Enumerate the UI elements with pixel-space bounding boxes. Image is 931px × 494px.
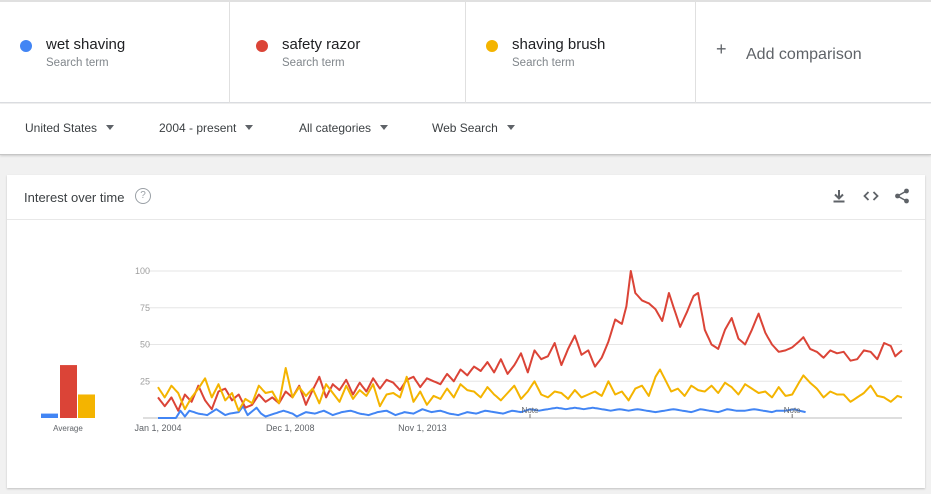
search-type-dropdown[interactable]: Web Search (432, 121, 515, 135)
x-tick-label: Jan 1, 2004 (134, 423, 181, 433)
x-tick-label: Dec 1, 2008 (266, 423, 315, 433)
average-bar (78, 394, 95, 418)
card-header: Interest over time ? (7, 175, 925, 220)
note-label: Note (522, 406, 539, 415)
y-tick-label: 75 (140, 303, 150, 313)
embed-icon[interactable] (861, 186, 881, 206)
term-color-dot (486, 40, 498, 52)
series-line (157, 270, 903, 412)
interest-chart: 25 50 75 100 Jan 1, 2004 Dec 1, 2008 Nov 1, 2… (41, 266, 903, 433)
filters-bar: United States 2004 - present All categor… (0, 104, 931, 155)
share-icon[interactable] (892, 186, 912, 206)
region-value: United States (25, 121, 98, 135)
category-dropdown[interactable]: All categories (299, 121, 389, 135)
help-icon[interactable]: ? (135, 188, 151, 204)
term-name[interactable]: wet shaving (46, 36, 126, 53)
x-tick-label: Nov 1, 2013 (398, 423, 447, 433)
y-tick-label: 25 (140, 376, 150, 386)
search-terms-bar: wet shaving Search term safety razor Sea… (0, 0, 931, 103)
plus-icon: + (716, 39, 727, 59)
chart-series-lines (157, 270, 903, 419)
time-range-value: 2004 - present (159, 121, 237, 135)
average-bar (60, 365, 77, 418)
term-color-dot (256, 40, 268, 52)
term-color-dot (20, 40, 32, 52)
average-bar (41, 413, 58, 418)
term-type: Search term (512, 57, 575, 69)
term-name[interactable]: shaving brush (512, 36, 606, 53)
term-wet-shaving[interactable]: wet shaving Search term (0, 2, 230, 103)
y-tick-label: 50 (140, 340, 150, 350)
caret-down-icon (506, 125, 515, 131)
caret-down-icon (380, 125, 389, 131)
search-type-value: Web Search (432, 121, 498, 135)
series-line (157, 367, 903, 412)
term-type: Search term (282, 57, 345, 69)
y-axis-ticks: 25 50 75 100 (135, 266, 150, 386)
note-label: Note (784, 406, 801, 415)
chart-notes: Note Note (522, 406, 801, 418)
caret-down-icon (245, 125, 254, 131)
interest-over-time-card: Interest over time ? 25 50 75 100 Jan 1, 20… (7, 175, 925, 488)
region-dropdown[interactable]: United States (25, 121, 115, 135)
x-axis-ticks: Jan 1, 2004 Dec 1, 2008 Nov 1, 2013 (134, 423, 446, 433)
download-icon[interactable] (829, 186, 849, 206)
term-safety-razor[interactable]: safety razor Search term (236, 2, 466, 103)
card-title: Interest over time (24, 190, 125, 205)
y-tick-label: 100 (135, 266, 150, 276)
time-range-dropdown[interactable]: 2004 - present (159, 121, 254, 135)
term-shaving-brush[interactable]: shaving brush Search term (466, 2, 696, 103)
caret-down-icon (106, 125, 115, 131)
average-label: Average (53, 424, 83, 433)
chart-gridlines (143, 270, 902, 419)
add-comparison-label: Add comparison (746, 46, 862, 63)
category-value: All categories (299, 121, 372, 135)
add-comparison-button[interactable]: + Add comparison (696, 2, 931, 103)
average-bars: Average (41, 365, 95, 433)
term-name[interactable]: safety razor (282, 36, 361, 53)
term-type: Search term (46, 57, 109, 69)
series-line (158, 405, 806, 419)
